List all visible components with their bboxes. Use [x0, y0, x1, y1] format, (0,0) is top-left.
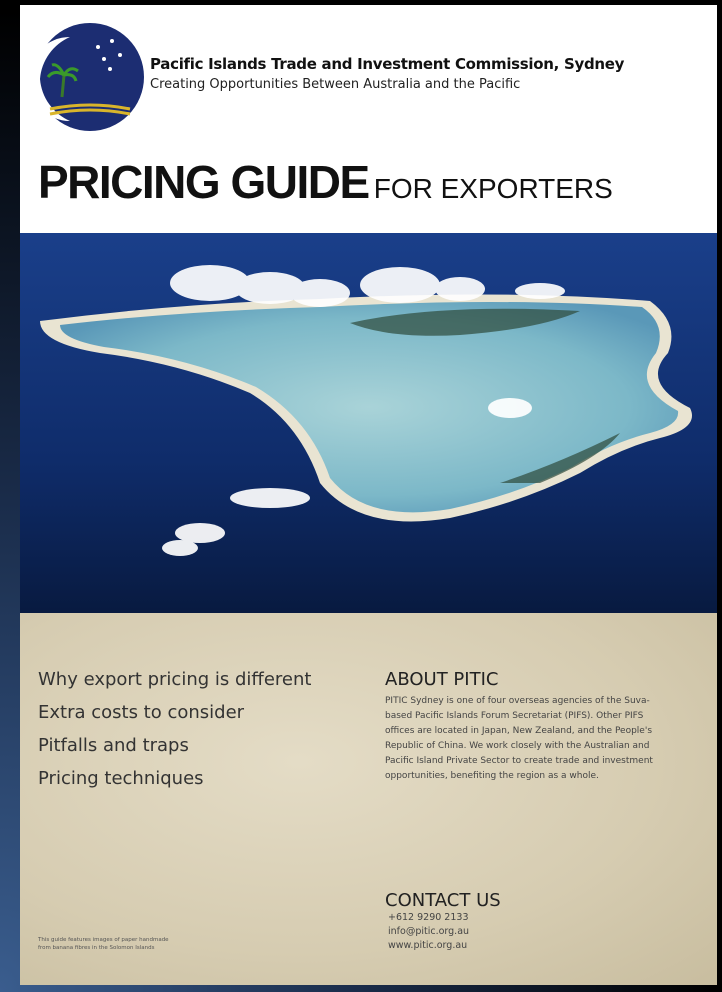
contact-web: www.pitic.org.au	[388, 940, 467, 951]
about-body: PITIC Sydney is one of four overseas age…	[385, 694, 675, 784]
title-sub: FOR EXPORTERS	[374, 173, 613, 204]
paper-panel: Why export pricing is different Extra co…	[20, 613, 717, 985]
about-heading: ABOUT PITIC	[385, 669, 498, 690]
header: Pacific Islands Trade and Investment Com…	[20, 5, 717, 233]
tagline: Creating Opportunities Between Australia…	[150, 77, 520, 92]
title: PRICING GUIDE FOR EXPORTERS	[38, 155, 613, 209]
topic: Pitfalls and traps	[38, 735, 189, 756]
contact-phone: +612 9290 2133	[388, 912, 469, 923]
page: Pacific Islands Trade and Investment Com…	[0, 0, 722, 992]
logo	[30, 17, 150, 137]
title-main: PRICING GUIDE	[38, 156, 369, 208]
contact-heading: CONTACT US	[385, 890, 501, 911]
atoll-photo	[20, 233, 717, 613]
cover: Pacific Islands Trade and Investment Com…	[20, 5, 717, 985]
topic: Pricing techniques	[38, 768, 204, 789]
topic: Why export pricing is different	[38, 669, 311, 690]
topic: Extra costs to consider	[38, 702, 244, 723]
credit: This guide features images of paper hand…	[38, 936, 178, 952]
contact-email: info@pitic.org.au	[388, 926, 469, 937]
org-name: Pacific Islands Trade and Investment Com…	[150, 55, 624, 73]
